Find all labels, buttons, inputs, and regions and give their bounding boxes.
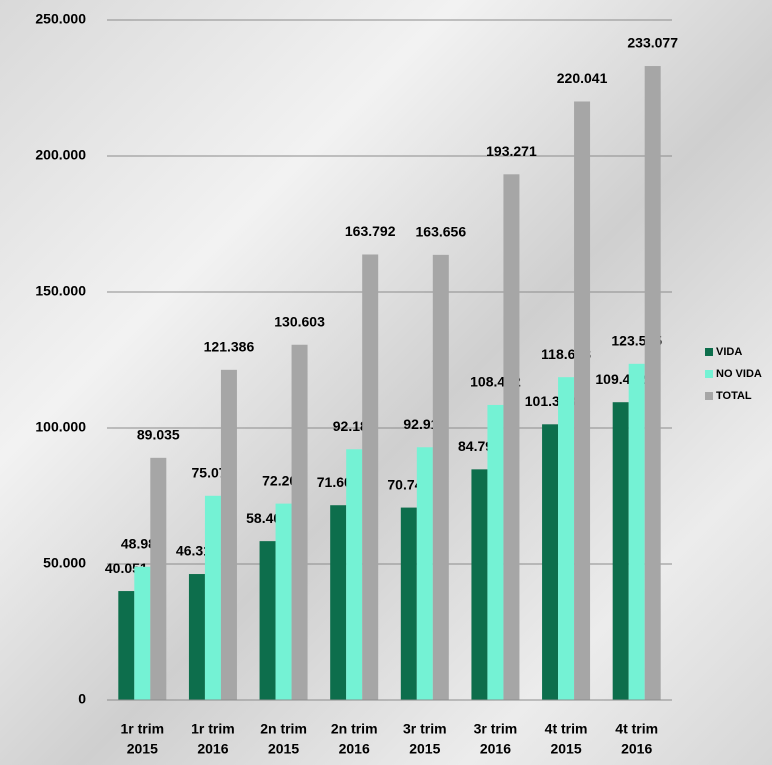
x-tick-label: 1r trim	[191, 721, 235, 737]
bar	[259, 541, 276, 700]
bar	[220, 369, 237, 700]
bar	[558, 377, 575, 700]
bar	[330, 505, 347, 700]
y-tick-label: 50.000	[43, 555, 86, 571]
bar	[204, 495, 221, 700]
bar	[644, 66, 661, 700]
bar	[628, 363, 645, 700]
value-label: 89.035	[137, 427, 180, 443]
bar	[291, 344, 308, 700]
x-tick-label: 2015	[409, 741, 440, 757]
x-tick-label: 4t trim	[545, 721, 588, 737]
value-label: 163.792	[345, 223, 396, 239]
bar	[188, 574, 205, 700]
bar	[432, 254, 449, 700]
bar	[134, 566, 151, 700]
value-label: 163.656	[416, 224, 467, 240]
bar	[542, 424, 559, 700]
legend-swatch	[705, 370, 713, 378]
bar	[275, 503, 292, 700]
bar	[503, 174, 520, 701]
y-tick-label: 200.000	[35, 147, 86, 163]
value-label: 233.077	[627, 35, 678, 51]
x-tick-label: 1r trim	[121, 721, 165, 737]
y-tick-label: 100.000	[35, 419, 86, 435]
bar	[471, 469, 488, 700]
x-tick-label: 2n trim	[331, 721, 378, 737]
bar	[346, 449, 363, 700]
x-tick-label: 3r trim	[474, 721, 518, 737]
value-label: 130.603	[274, 313, 325, 329]
value-label: 220.041	[557, 70, 608, 86]
bar	[487, 404, 504, 700]
x-tick-label: 4t trim	[615, 721, 658, 737]
bar	[400, 507, 417, 700]
legend-label: VIDA	[716, 346, 742, 358]
bar	[150, 457, 167, 700]
x-tick-label: 2015	[550, 741, 581, 757]
value-label: 193.271	[486, 143, 537, 159]
y-tick-label: 0	[78, 691, 86, 707]
y-tick-label: 250.000	[35, 11, 86, 27]
legend-label: NO VIDA	[716, 368, 762, 380]
x-tick-label: 2015	[127, 741, 158, 757]
x-tick-label: 2015	[268, 741, 299, 757]
bar	[612, 402, 629, 700]
x-tick-label: 2016	[339, 741, 370, 757]
legend-swatch	[705, 392, 713, 400]
x-tick-label: 2016	[197, 741, 228, 757]
y-tick-label: 150.000	[35, 283, 86, 299]
x-tick-label: 2016	[480, 741, 511, 757]
legend-swatch	[705, 348, 713, 356]
bar	[118, 591, 135, 700]
x-tick-label: 3r trim	[403, 721, 447, 737]
bar	[362, 254, 379, 700]
bar	[416, 447, 433, 700]
legend-label: TOTAL	[716, 390, 752, 402]
x-tick-label: 2n trim	[260, 721, 307, 737]
x-tick-label: 2016	[621, 741, 652, 757]
bar	[574, 101, 591, 701]
value-label: 121.386	[204, 339, 255, 355]
